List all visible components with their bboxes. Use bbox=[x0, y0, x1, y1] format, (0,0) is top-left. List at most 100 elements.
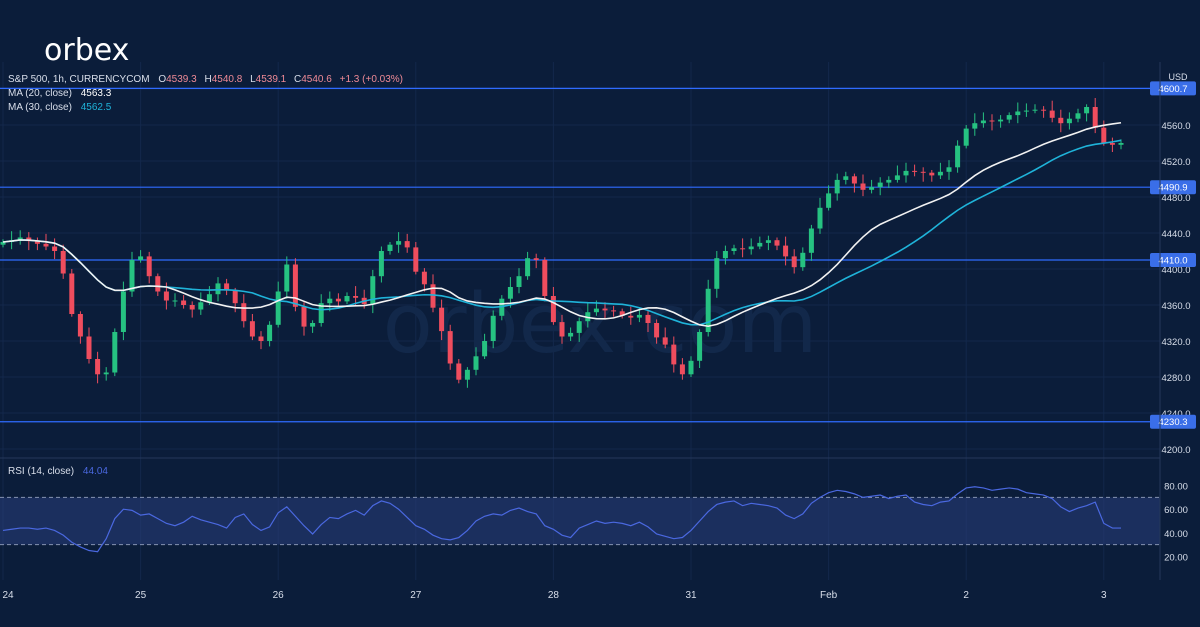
price-tick-label: 4440.0 bbox=[1161, 229, 1190, 240]
level-price-label: 4490.9 bbox=[1158, 183, 1187, 194]
candle-body bbox=[946, 167, 952, 172]
candle-body bbox=[929, 172, 935, 176]
candle-body bbox=[284, 264, 290, 292]
ma30-label: MA (30, close) bbox=[8, 102, 72, 113]
candle-body bbox=[327, 298, 333, 304]
time-tick-label: 25 bbox=[135, 590, 147, 601]
candle-body bbox=[0, 242, 6, 245]
candle-body bbox=[464, 369, 470, 380]
ohlc-close-key: C bbox=[294, 74, 301, 85]
candle-body bbox=[800, 252, 806, 268]
candle-body bbox=[249, 321, 255, 337]
candle-body bbox=[955, 145, 961, 168]
candle-body bbox=[851, 176, 857, 184]
time-tick-label: 27 bbox=[410, 590, 422, 601]
candle-body bbox=[275, 291, 281, 325]
candle-body bbox=[353, 296, 359, 298]
rsi-line bbox=[2, 486, 1121, 553]
candle-body bbox=[894, 175, 900, 180]
candle-body bbox=[550, 296, 556, 323]
legend-ma20: MA (20, close) 4563.3 bbox=[8, 88, 112, 99]
price-tick-label: 4320.0 bbox=[1161, 337, 1190, 348]
candle-body bbox=[129, 260, 135, 292]
candle-body bbox=[722, 251, 728, 259]
candle-body bbox=[980, 120, 986, 124]
candle-body bbox=[378, 251, 384, 277]
rsi-tick-label: 80.00 bbox=[1164, 482, 1188, 493]
legend-main: S&P 500, 1h, CURRENCYCOM O4539.3 H4540.8… bbox=[8, 74, 403, 85]
candle-body bbox=[1041, 109, 1047, 111]
time-tick-label: 26 bbox=[273, 590, 285, 601]
price-tick-label: 4200.0 bbox=[1161, 445, 1190, 456]
candle-body bbox=[1049, 110, 1055, 118]
candle-body bbox=[791, 256, 797, 268]
rsi-panel bbox=[2, 486, 1121, 553]
level-price-label: 4410.0 bbox=[1158, 256, 1187, 267]
watermark: orbex.com bbox=[383, 277, 818, 372]
candle-body bbox=[404, 241, 410, 248]
candle-body bbox=[163, 291, 169, 301]
ma20-label: MA (20, close) bbox=[8, 88, 72, 99]
ohlc-open-key: O bbox=[158, 74, 166, 85]
candle-body bbox=[1101, 127, 1107, 143]
candle-body bbox=[413, 247, 419, 272]
ma20-line bbox=[2, 121, 1122, 328]
candle-body bbox=[912, 170, 918, 172]
candle-body bbox=[757, 242, 763, 247]
candle-body bbox=[886, 179, 892, 183]
candle-body bbox=[654, 323, 660, 338]
candle-body bbox=[482, 341, 488, 357]
candle-body bbox=[447, 331, 453, 364]
symbol-label: S&P 500, 1h, CURRENCYCOM bbox=[8, 74, 150, 85]
candle-body bbox=[370, 276, 376, 305]
candle-body bbox=[671, 344, 677, 365]
ohlc-high-key: H bbox=[204, 74, 211, 85]
level-price-badge bbox=[1150, 414, 1196, 429]
rsi-label: RSI (14, close) bbox=[8, 466, 74, 477]
candle-body bbox=[1084, 107, 1090, 114]
candle-body bbox=[1109, 143, 1115, 145]
price-tick-label: 4560.0 bbox=[1161, 121, 1190, 132]
candle-body bbox=[903, 170, 909, 176]
candle-body bbox=[765, 240, 771, 243]
candle-body bbox=[525, 258, 531, 277]
candle-body bbox=[1058, 117, 1064, 124]
time-axis: 24 25 26 27 28 31 Feb 2 3 bbox=[2, 590, 1107, 601]
candle-body bbox=[387, 244, 393, 251]
ohlc-low-key: L bbox=[250, 74, 256, 85]
candle-body bbox=[181, 300, 187, 305]
candle-body bbox=[232, 290, 238, 304]
candle-body bbox=[344, 296, 350, 302]
candle-body bbox=[138, 256, 144, 260]
ohlc-open-value: 4539.3 bbox=[166, 74, 197, 85]
candle-body bbox=[783, 245, 789, 257]
candle-body bbox=[869, 187, 875, 190]
candle-body bbox=[645, 314, 651, 323]
time-tick-label: Feb bbox=[820, 590, 838, 601]
candle-body bbox=[731, 248, 737, 251]
time-tick-label: 28 bbox=[548, 590, 560, 601]
candle-body bbox=[318, 303, 324, 323]
candle-body bbox=[396, 241, 402, 245]
candle-body bbox=[611, 310, 617, 312]
candle-body bbox=[568, 332, 574, 337]
price-tick-label: 4360.0 bbox=[1161, 301, 1190, 312]
candle-body bbox=[834, 179, 840, 194]
rsi-tick-label: 40.00 bbox=[1164, 529, 1188, 540]
candle-body bbox=[456, 363, 462, 380]
ohlc-low-value: 4539.1 bbox=[256, 74, 287, 85]
candle-body bbox=[120, 291, 126, 332]
candle-body bbox=[826, 193, 832, 208]
candle-body bbox=[705, 288, 711, 332]
candle-body bbox=[215, 283, 221, 295]
level-price-badge bbox=[1150, 253, 1196, 267]
ohlc-high-value: 4540.8 bbox=[212, 74, 243, 85]
candle-body bbox=[808, 228, 814, 253]
candle-body bbox=[937, 171, 943, 176]
candle-body bbox=[1075, 113, 1081, 119]
candle-body bbox=[559, 322, 565, 337]
candle-body bbox=[972, 123, 978, 129]
candle-body bbox=[602, 308, 608, 311]
candle-body bbox=[34, 241, 40, 244]
